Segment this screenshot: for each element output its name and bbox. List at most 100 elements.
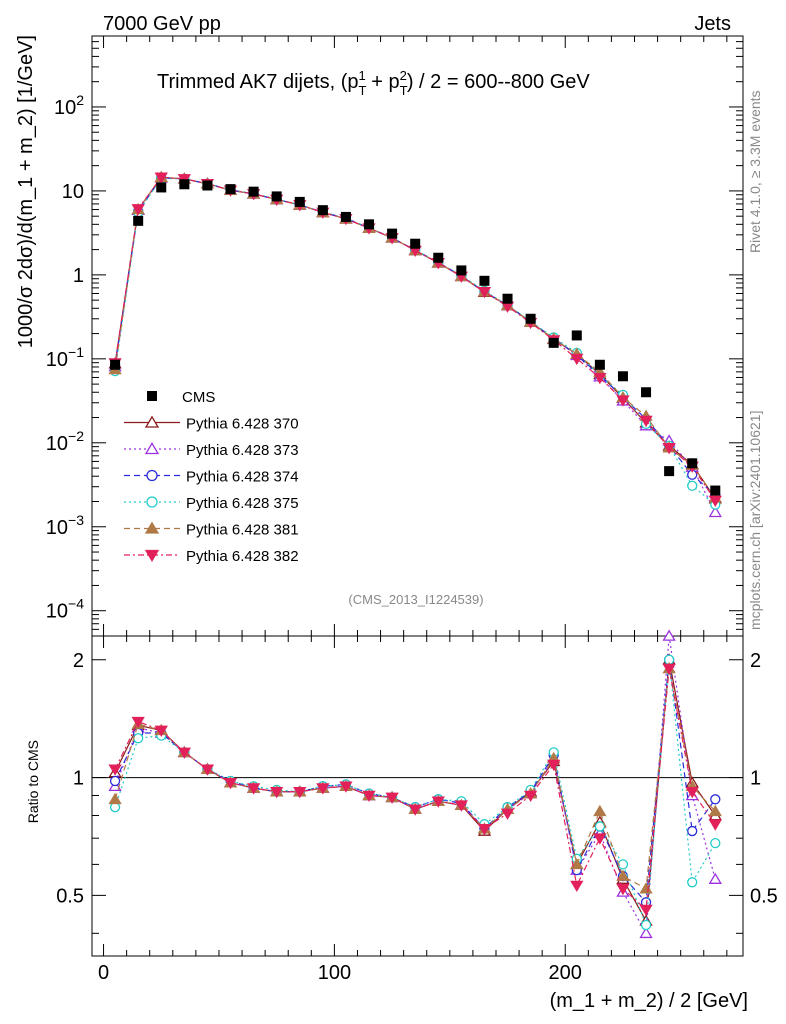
y-tick-label: 10−2: [46, 428, 84, 455]
ratio-line-5: [114, 668, 716, 890]
cms-point: [525, 313, 536, 324]
series-6-point: [477, 287, 492, 299]
ratio-2-point: [662, 629, 676, 641]
cms-point: [479, 275, 490, 286]
series-6-point: [154, 172, 168, 184]
ratio-6-point: [270, 786, 284, 799]
cms-point: [156, 182, 167, 193]
axis-ticks: 0 100 200 102 10 1 10−1 10−2 10−3 10−4 0.5 0.5 1 1 2 2: [46, 35, 778, 984]
ratio-y-tick-label-right: 0.5: [750, 885, 778, 907]
ratio-6-point: [639, 904, 653, 917]
cms-point: [225, 184, 236, 195]
ratio-5-point: [639, 882, 653, 894]
legend-marker-1: [144, 415, 160, 428]
title-sup1: 1: [359, 68, 366, 83]
ratio-5-point: [570, 857, 584, 870]
legend-label-3: Pythia 6.428 374: [186, 469, 299, 486]
y-tick-label: 10−3: [46, 512, 84, 539]
ratio-4-point: [133, 733, 144, 744]
cms-point: [502, 293, 513, 304]
ratio-2-point: [708, 872, 722, 884]
ratio-6-point: [293, 786, 307, 799]
ratio-4-point: [594, 821, 606, 832]
cms-point: [248, 186, 259, 197]
cms-point: [410, 238, 421, 249]
title-sub2: T: [400, 83, 408, 98]
series-6-point: [662, 442, 676, 455]
y-tick-label: 10: [62, 181, 84, 203]
ratio-y-tick-label-right: 1: [750, 768, 761, 790]
cms-point: [317, 205, 328, 216]
ratio-6-point: [362, 790, 376, 802]
ratio-6-point: [177, 747, 191, 759]
cms-point: [433, 252, 444, 263]
ratio-6-point: [477, 823, 492, 836]
cms-point: [571, 330, 582, 341]
ratio-y-axis-label: Ratio to CMS: [25, 740, 41, 823]
y-tick-label: 10−4: [46, 596, 84, 623]
cms-point: [110, 359, 121, 370]
data-marks: [108, 170, 722, 518]
rivet-version-text: Rivet 4.1.0, ≥ 3.3M events: [747, 90, 763, 253]
legend-marker-4: [146, 496, 158, 508]
title-end: ) / 2 = 600--800 GeV: [407, 71, 591, 93]
ratio-6-point: [408, 804, 422, 816]
series-6-point: [708, 495, 722, 508]
ratio-6-point: [662, 663, 676, 675]
cms-point: [364, 219, 375, 230]
y-tick-label: 10−1: [46, 344, 84, 371]
series-4-point: [687, 480, 698, 491]
ratio-y-tick-label-right: 2: [750, 650, 761, 672]
ratio-4-point: [640, 919, 652, 931]
ratio-6-point: [500, 808, 515, 820]
ratio-2-point: [639, 926, 653, 939]
ratio-frame: [91, 635, 744, 957]
y-tick-label: 1: [73, 265, 84, 287]
ratio-6-point: [547, 759, 561, 771]
legend-label-4: Pythia 6.428 375: [186, 495, 299, 512]
ratio-3-point: [710, 794, 721, 805]
series-line-2: [114, 177, 716, 513]
series-6-point: [639, 415, 653, 428]
cms-point: [387, 228, 398, 239]
ratio-6-point: [431, 796, 445, 808]
ratio-y-tick-label: 1: [73, 768, 84, 790]
cms-point: [641, 387, 652, 398]
analysis-label: (CMS_2013_I1224539): [348, 592, 483, 607]
ratio-5-point: [108, 792, 122, 805]
ratio-3-point: [109, 775, 121, 787]
title-sup2: 2: [400, 68, 407, 83]
series-6-point: [593, 372, 607, 385]
ratio-4-point: [687, 877, 698, 888]
cms-point: [202, 180, 213, 191]
legend: CMS Pythia 6.428 370 Pythia 6.428 373 Pythi…: [124, 389, 299, 565]
series-line-5: [114, 176, 716, 499]
legend-marker-6: [144, 549, 160, 562]
ratio-6-point: [593, 833, 607, 845]
ratio-4-point: [617, 859, 629, 870]
title-plus: + p: [366, 71, 400, 93]
series-2-point: [708, 505, 722, 518]
ratio-6-point: [223, 777, 238, 790]
header-right: Jets: [694, 13, 731, 35]
ratio-6-point: [246, 783, 261, 795]
legend-label-5: Pythia 6.428 381: [186, 522, 299, 539]
ratio-marks: [92, 629, 743, 939]
series-6-point: [570, 353, 584, 366]
ratio-6-point: [523, 790, 538, 802]
main-frame: [91, 35, 744, 637]
ratio-6-point: [385, 792, 399, 804]
cms-point: [456, 265, 467, 276]
cms-point: [271, 191, 282, 202]
cms-point: [133, 215, 144, 226]
legend-label-6: Pythia 6.428 382: [186, 548, 299, 565]
cms-point: [664, 466, 675, 477]
ratio-6-point: [570, 880, 584, 892]
cms-point: [294, 196, 305, 207]
ratio-6-point: [154, 725, 168, 737]
legend-label-2: Pythia 6.428 373: [186, 442, 299, 459]
legend-marker-2: [144, 442, 160, 455]
cms-point: [179, 179, 190, 190]
legend-marker-3: [146, 469, 158, 482]
ratio-5-point: [708, 804, 722, 817]
